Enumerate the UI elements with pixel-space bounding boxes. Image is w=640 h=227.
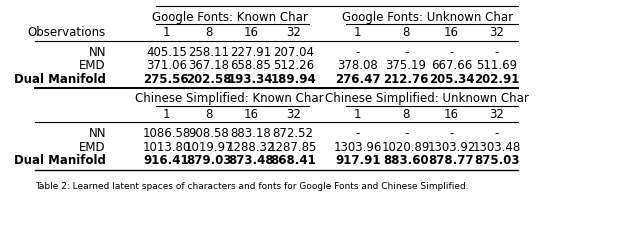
Text: 378.08: 378.08 (337, 59, 378, 72)
Text: 1: 1 (163, 26, 170, 39)
Text: 371.06: 371.06 (146, 59, 187, 72)
Text: 916.41: 916.41 (143, 153, 189, 166)
Text: Table 2: Learned latent spaces of characters and fonts for Google Fonts and Chin: Table 2: Learned latent spaces of charac… (35, 181, 468, 190)
Text: 667.66: 667.66 (431, 59, 472, 72)
Text: 868.41: 868.41 (270, 153, 316, 166)
Text: 1019.97: 1019.97 (184, 140, 233, 153)
Text: Chinese Simplified: Unknown Char: Chinese Simplified: Unknown Char (325, 92, 529, 105)
Text: 1288.32: 1288.32 (227, 140, 275, 153)
Text: 917.91: 917.91 (335, 153, 381, 166)
Text: 8: 8 (205, 26, 212, 39)
Text: 227.91: 227.91 (230, 45, 271, 58)
Text: Dual Manifold: Dual Manifold (14, 72, 106, 85)
Text: 193.34: 193.34 (228, 72, 274, 85)
Text: -: - (495, 45, 499, 58)
Text: 873.48: 873.48 (228, 153, 274, 166)
Text: 16: 16 (243, 107, 259, 120)
Text: 32: 32 (489, 26, 504, 39)
Text: 512.26: 512.26 (273, 59, 314, 72)
Text: 1: 1 (163, 107, 170, 120)
Text: 878.77: 878.77 (429, 153, 474, 166)
Text: 1287.85: 1287.85 (269, 140, 317, 153)
Text: 16: 16 (444, 107, 459, 120)
Text: 1: 1 (354, 26, 362, 39)
Text: 202.58: 202.58 (186, 72, 232, 85)
Text: 367.18: 367.18 (188, 59, 229, 72)
Text: 212.76: 212.76 (383, 72, 429, 85)
Text: 1303.48: 1303.48 (472, 140, 521, 153)
Text: 908.58: 908.58 (188, 126, 229, 139)
Text: EMD: EMD (79, 140, 106, 153)
Text: -: - (449, 126, 454, 139)
Text: 1: 1 (354, 107, 362, 120)
Text: Chinese Simplified: Known Char: Chinese Simplified: Known Char (136, 92, 324, 105)
Text: -: - (404, 126, 408, 139)
Text: -: - (495, 126, 499, 139)
Text: Google Fonts: Unknown Char: Google Fonts: Unknown Char (342, 11, 513, 24)
Text: -: - (404, 45, 408, 58)
Text: 16: 16 (243, 26, 259, 39)
Text: 276.47: 276.47 (335, 72, 381, 85)
Text: 8: 8 (205, 107, 212, 120)
Text: 1086.58: 1086.58 (142, 126, 191, 139)
Text: 32: 32 (285, 26, 301, 39)
Text: 8: 8 (403, 107, 410, 120)
Text: 879.03: 879.03 (186, 153, 232, 166)
Text: NN: NN (88, 126, 106, 139)
Text: 202.91: 202.91 (474, 72, 520, 85)
Text: 1303.92: 1303.92 (428, 140, 476, 153)
Text: 32: 32 (489, 107, 504, 120)
Text: 205.34: 205.34 (429, 72, 474, 85)
Text: 872.52: 872.52 (273, 126, 314, 139)
Text: NN: NN (88, 45, 106, 58)
Text: 375.19: 375.19 (386, 59, 427, 72)
Text: 207.04: 207.04 (273, 45, 314, 58)
Text: EMD: EMD (79, 59, 106, 72)
Text: -: - (356, 45, 360, 58)
Text: 1013.80: 1013.80 (142, 140, 191, 153)
Text: 883.60: 883.60 (383, 153, 429, 166)
Text: 275.56: 275.56 (143, 72, 189, 85)
Text: 8: 8 (403, 26, 410, 39)
Text: Observations: Observations (28, 26, 106, 39)
Text: 511.69: 511.69 (476, 59, 517, 72)
Text: Dual Manifold: Dual Manifold (14, 153, 106, 166)
Text: 405.15: 405.15 (146, 45, 187, 58)
Text: 16: 16 (444, 26, 459, 39)
Text: 883.18: 883.18 (230, 126, 271, 139)
Text: 1020.89: 1020.89 (382, 140, 430, 153)
Text: 875.03: 875.03 (474, 153, 520, 166)
Text: -: - (449, 45, 454, 58)
Text: 258.11: 258.11 (188, 45, 229, 58)
Text: 189.94: 189.94 (270, 72, 316, 85)
Text: 32: 32 (285, 107, 301, 120)
Text: Google Fonts: Known Char: Google Fonts: Known Char (152, 11, 308, 24)
Text: 658.85: 658.85 (230, 59, 271, 72)
Text: 1303.96: 1303.96 (333, 140, 382, 153)
Text: -: - (356, 126, 360, 139)
